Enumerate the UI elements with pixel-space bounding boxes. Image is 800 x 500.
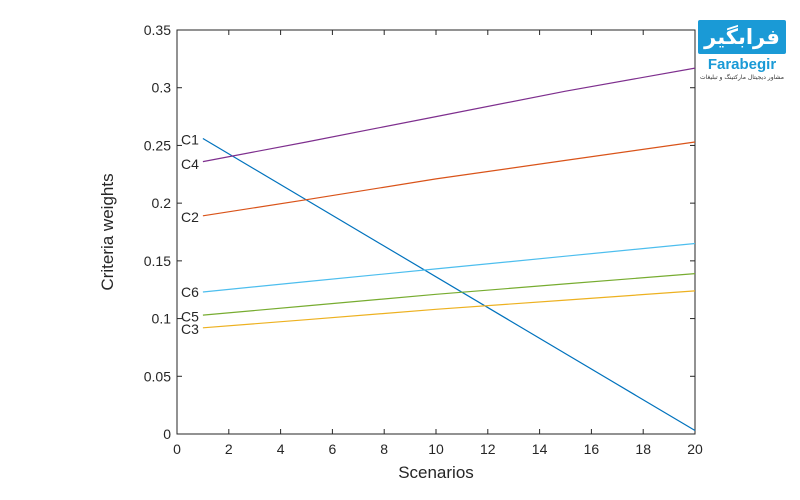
y-axis: 0 0.05 0.1 0.15 0.2 0.25 0.3 0.35 <box>144 22 695 442</box>
y-tick-label: 0.25 <box>144 137 171 153</box>
x-tick-label: 10 <box>428 441 444 457</box>
series-label-c6: C6 <box>181 284 199 300</box>
watermark-name: Farabegir <box>707 56 777 73</box>
x-tick-label: 2 <box>225 441 233 457</box>
y-tick-label: 0.1 <box>152 311 172 327</box>
farabegir-watermark: فرابگیر Farabegir مشاور دیجیتال مارکتینگ… <box>698 20 786 84</box>
y-tick-label: 0.05 <box>144 368 171 384</box>
series-line-c4 <box>202 67 696 163</box>
x-tick-label: 8 <box>380 441 388 457</box>
series-line-c5 <box>202 273 696 316</box>
series-line-c6 <box>202 242 696 293</box>
y-tick-label: 0.35 <box>144 22 171 38</box>
series-label-c2: C2 <box>181 209 199 225</box>
x-tick-label: 20 <box>687 441 703 457</box>
y-tick-label: 0.3 <box>152 80 172 96</box>
watermark-logo: فرابگیر <box>698 20 786 54</box>
series-line-c1 <box>202 137 696 432</box>
plot-area-frame <box>176 29 696 435</box>
x-tick-label: 18 <box>635 441 651 457</box>
x-tick-label: 14 <box>532 441 548 457</box>
series-label-c4: C4 <box>181 156 199 172</box>
series-line-c2 <box>202 141 696 217</box>
y-tick-label: 0.2 <box>152 195 172 211</box>
series-label-c5: C5 <box>181 308 199 324</box>
x-axis: 0 2 4 6 8 10 12 14 16 18 20 <box>173 30 703 457</box>
y-axis-title: Criteria weights <box>98 173 117 290</box>
x-tick-label: 6 <box>329 441 337 457</box>
x-tick-label: 4 <box>277 441 285 457</box>
series-lines <box>202 67 696 432</box>
series-line-c3 <box>202 290 696 329</box>
x-tick-label: 0 <box>173 441 181 457</box>
y-tick-label: 0.15 <box>144 253 171 269</box>
x-tick-label: 12 <box>480 441 496 457</box>
watermark-tagline: مشاور دیجیتال مارکتینگ و تبلیغات <box>700 74 784 81</box>
x-axis-title: Scenarios <box>398 463 474 482</box>
x-tick-label: 16 <box>584 441 600 457</box>
y-tick-label: 0 <box>163 426 171 442</box>
series-label-c1: C1 <box>181 132 199 148</box>
series-label-c3: C3 <box>181 321 199 337</box>
